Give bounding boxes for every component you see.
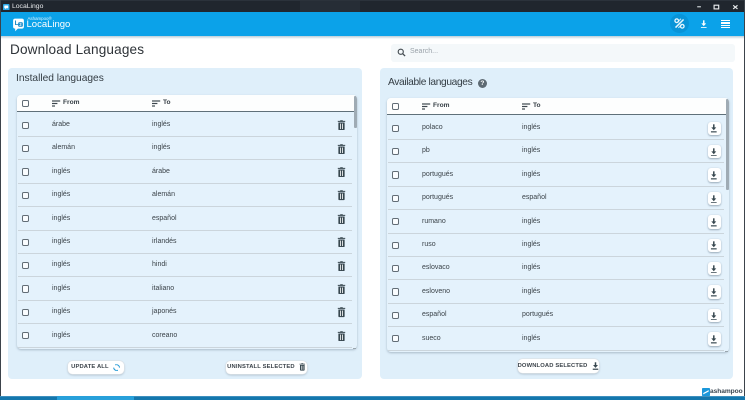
svg-text:2: 2 — [19, 22, 22, 27]
svg-text:L: L — [14, 20, 18, 27]
